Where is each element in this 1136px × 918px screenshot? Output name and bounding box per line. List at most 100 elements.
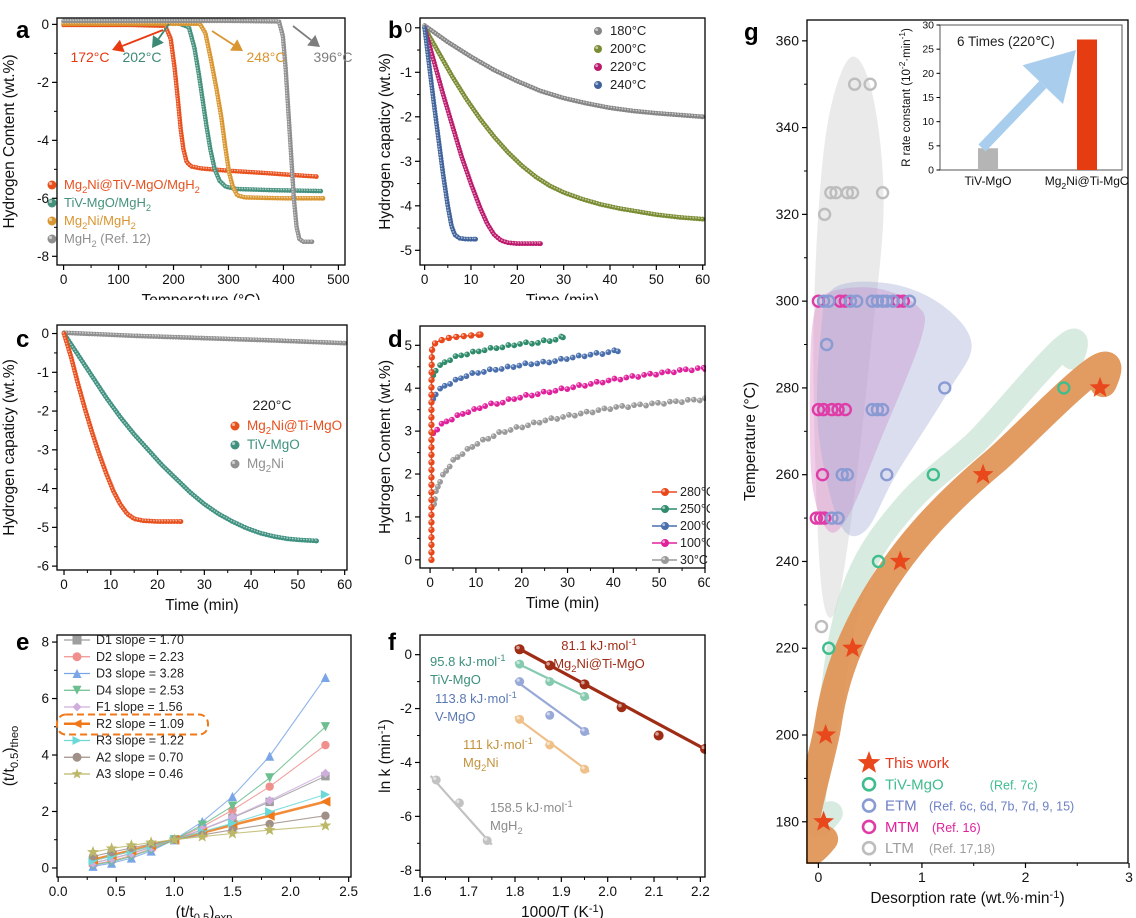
legend-label: 30°C bbox=[680, 553, 708, 567]
x-axis-label: 1000/T (K-1) bbox=[521, 903, 604, 918]
y-tick-label: 220 bbox=[776, 640, 800, 656]
legend-ref: (Ref. 17,18) bbox=[929, 842, 995, 856]
series-30-c bbox=[431, 395, 706, 507]
y-tick-label: 180 bbox=[776, 813, 800, 829]
series-250-c bbox=[430, 333, 566, 379]
annotation: 172°C bbox=[70, 49, 109, 65]
panel-d: 0 10 20 30 40 50 60 0 1 2 3 4 5 Time (min) Hydrogen Co… bbox=[377, 300, 715, 623]
series-mg2ni bbox=[61, 330, 348, 346]
x-axis-label: (t/t0.5)exp bbox=[176, 904, 233, 918]
annotation: 158.5 kJ·mol-1 bbox=[490, 799, 573, 815]
inset-bar bbox=[1077, 39, 1097, 170]
y-tick-label: -1 bbox=[37, 365, 49, 380]
annotation: Mg2Ni bbox=[463, 755, 499, 773]
y-tick-label: -8 bbox=[37, 249, 49, 264]
panel-f-data-layer bbox=[429, 644, 706, 846]
y-tick-label: 280 bbox=[776, 379, 800, 395]
x-tick-label: 50 bbox=[652, 575, 667, 590]
x-tick-label: 0.0 bbox=[49, 884, 68, 899]
series-mg2ni@ti-mgo bbox=[61, 331, 184, 524]
y-tick-label: -8 bbox=[400, 863, 412, 878]
legend-label: D4 slope = 2.53 bbox=[96, 683, 184, 697]
x-axis-label: Time (min) bbox=[526, 595, 599, 612]
panel-d-data-layer bbox=[428, 331, 706, 564]
y-tick-label: 0 bbox=[41, 17, 49, 32]
series-r2-slope-1-09 bbox=[88, 796, 331, 865]
y-tick-label: -5 bbox=[400, 243, 412, 258]
series-a3-slope-0-46 bbox=[87, 819, 332, 858]
x-axis-label: Desorption rate (wt.%·min-1) bbox=[870, 889, 1064, 907]
region-band bbox=[806, 351, 1122, 864]
panel-b-chart: 0 10 20 30 40 50 60 0 -1 -2 -3 -4 -5 Time (min) Hydrog… bbox=[377, 17, 710, 309]
x-tick-label: 2.5 bbox=[339, 884, 358, 899]
legend-label: 280°C bbox=[680, 485, 710, 499]
panel-d-legend: 280°C 250°C 200°C 100°C 30°C bbox=[652, 485, 715, 567]
panel-letter-e: e bbox=[16, 629, 29, 656]
y-tick-label: -2 bbox=[400, 701, 412, 716]
y-axis-label: Hydrogen Content (wt.%) bbox=[378, 360, 394, 534]
y-tick-label: -4 bbox=[37, 133, 49, 148]
legend-label: A2 slope = 0.70 bbox=[96, 750, 183, 764]
series-mg2ni@ti-mgo bbox=[514, 644, 706, 754]
x-tick-label: 2.2 bbox=[691, 884, 710, 899]
legend-label: 100°C bbox=[680, 536, 710, 550]
annotation: 396°C bbox=[313, 49, 352, 65]
panel-a-data-layer bbox=[61, 18, 326, 245]
panel-c-axes: 0 10 20 30 40 50 60 0 -1 -2 -3 -4 -5 -6 Time (min) Hydr… bbox=[1, 324, 352, 614]
legend-label: ETM bbox=[885, 798, 917, 815]
annotation: 248°C bbox=[246, 49, 285, 65]
annotation: 81.1 kJ·mol-1 bbox=[561, 637, 637, 653]
y-tick-label: 2 bbox=[41, 804, 49, 819]
x-tick-label: 0 bbox=[60, 577, 68, 592]
legend-label: TiV-MgO bbox=[885, 776, 944, 793]
y-tick-label: 340 bbox=[776, 119, 800, 135]
x-tick-label: 0 bbox=[426, 575, 434, 590]
annotation: TiV-MgO bbox=[430, 672, 481, 687]
x-tick-label: 300 bbox=[217, 272, 240, 287]
panel-e-chart: 0.0 0.5 1.0 1.5 2.0 2.5 0 2 4 6 8 (t/t0.5)exp (t/t0.… bbox=[1, 629, 358, 918]
x-tick-label: 20 bbox=[510, 272, 525, 287]
series-ltm bbox=[814, 77, 890, 634]
y-tick-label: 300 bbox=[776, 293, 800, 309]
y-tick-label: 3 bbox=[404, 424, 412, 439]
panel-c-data-layer bbox=[61, 330, 348, 544]
x-tick-label: 40 bbox=[606, 575, 621, 590]
y-tick-label: -2 bbox=[400, 109, 412, 124]
legend-label: D1 slope = 1.70 bbox=[96, 633, 184, 647]
series-this-work bbox=[813, 376, 1111, 831]
series-tiv-mgo bbox=[61, 331, 319, 544]
panel-g: 0 1 2 3 180 200 220 240 260 280 300 320 340 360 Desorp… bbox=[710, 0, 1136, 918]
x-tick-label: 2 bbox=[1022, 869, 1030, 885]
y-tick-label: 0 bbox=[404, 552, 412, 567]
y-tick-label: -1 bbox=[400, 65, 412, 80]
series-mgh2-ref-12- bbox=[61, 18, 315, 245]
inset-bar bbox=[978, 148, 998, 170]
panel-b: 0 10 20 30 40 50 60 0 -1 -2 -3 -4 -5 Time (min) Hydrog… bbox=[377, 0, 710, 309]
y-tick-label: 5 bbox=[404, 338, 412, 353]
x-tick-label: 60 bbox=[695, 272, 710, 287]
legend-label: LTM bbox=[885, 840, 914, 857]
inset-y-tick: 5 bbox=[928, 140, 934, 152]
y-tick-label: -3 bbox=[37, 442, 49, 457]
panel-b-data-layer bbox=[422, 23, 706, 247]
x-tick-label: 0 bbox=[814, 869, 822, 885]
x-tick-label: 1.8 bbox=[506, 884, 525, 899]
x-tick-label: 2.0 bbox=[598, 884, 617, 899]
series-mgh2 bbox=[429, 775, 493, 846]
panel-g-axes: 0 1 2 3180200220240260280300320340360Desorp… bbox=[742, 19, 1133, 907]
x-tick-label: 500 bbox=[327, 272, 350, 287]
legend-label: 180°C bbox=[610, 23, 646, 38]
legend-ref: (Ref. 6c, 6d, 7b, 7d, 9, 15) bbox=[929, 800, 1074, 814]
y-tick-label: 0 bbox=[41, 860, 49, 875]
legend-label: 250°C bbox=[680, 502, 710, 516]
panel-b-axes: 0 10 20 30 40 50 60 0 -1 -2 -3 -4 -5 Time (min) Hydrog… bbox=[377, 17, 710, 309]
series-v-mgo bbox=[514, 677, 590, 736]
inset-title: 6 Times (220℃) bbox=[957, 34, 1055, 49]
annotation: MgH2 bbox=[490, 818, 523, 836]
x-tick-label: 40 bbox=[244, 577, 259, 592]
inset-y-tick: 10 bbox=[922, 116, 934, 128]
x-tick-label: 1 bbox=[918, 869, 926, 885]
inset-rate-constant-bars: 0 5 10 15 20 25 30 R rate constant (10-2·min-1)… bbox=[898, 20, 1129, 192]
x-tick-label: 10 bbox=[103, 577, 118, 592]
